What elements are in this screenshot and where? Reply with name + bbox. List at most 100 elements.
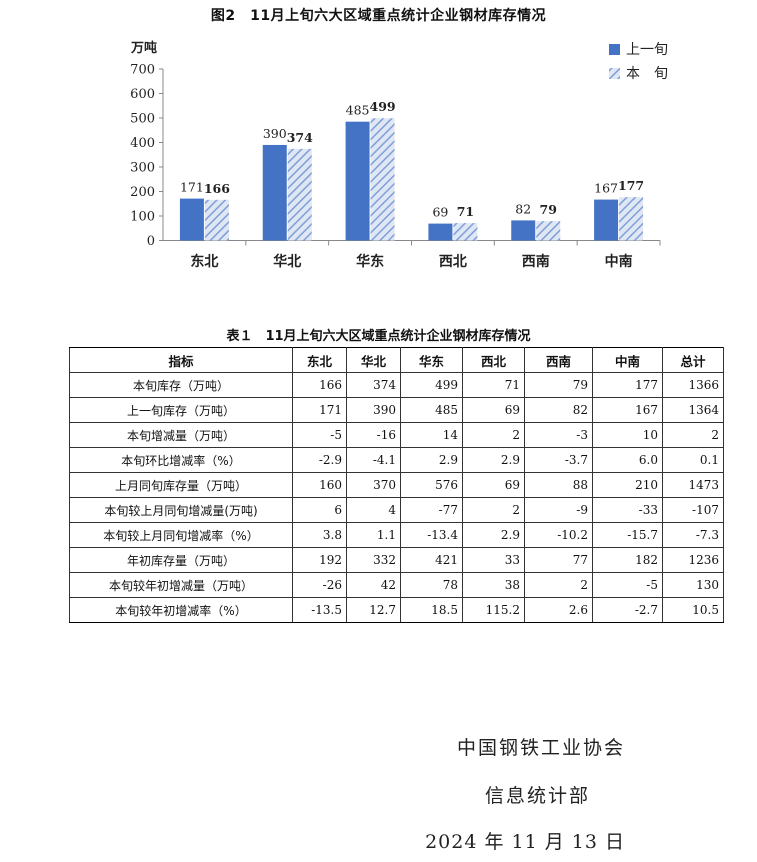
table-cell: 3.8 [292, 522, 347, 548]
legend-label: 上一旬 [626, 42, 668, 58]
table-cell: 390 [346, 397, 401, 423]
table-cell: -26 [292, 572, 347, 598]
table-cell: 69 [462, 397, 525, 423]
table-cell: -3 [524, 422, 593, 448]
bar-current [287, 148, 312, 241]
x-tick-label: 西北 [439, 254, 467, 270]
table-cell: 1473 [662, 472, 724, 498]
data-label: 167 [594, 181, 618, 196]
data-label: 82 [515, 201, 531, 216]
table-row: 本旬较年初增减量（万吨） -26 42 78 38 2 -5 130 [69, 572, 724, 598]
data-label: 71 [457, 204, 474, 219]
header-cell: 西南 [524, 347, 593, 373]
table-cell: -3.7 [524, 447, 593, 473]
table-cell: 182 [592, 547, 663, 573]
table-cell: 370 [346, 472, 401, 498]
chart-title: 图2 11月上旬六大区域重点统计企业钢材库存情况 [210, 8, 547, 24]
table-row: 本旬较上月同旬增减量(万吨) 6 4 -77 2 -9 -33 -107 [69, 497, 724, 523]
table-cell: 166 [292, 372, 347, 398]
table-cell: 1366 [662, 372, 724, 398]
row-label: 本旬库存（万吨） [69, 372, 293, 398]
x-tick-label: 华北 [273, 253, 301, 270]
table-cell: 499 [400, 372, 463, 398]
header-cell: 东北 [292, 347, 347, 373]
table-cell: -13.5 [292, 597, 347, 623]
table-cell: 2 [662, 422, 724, 448]
table-cell: -4.1 [346, 447, 401, 473]
table-cell: 4 [346, 497, 401, 523]
footer-org: 中国钢铁工业协会 [456, 737, 625, 759]
table-cell: -10.2 [524, 522, 593, 548]
table-cell: 1364 [662, 397, 724, 423]
table-cell: 192 [292, 547, 347, 573]
header-cell: 总计 [662, 347, 724, 373]
y-tick-label: 100 [130, 210, 155, 225]
legend-swatch [609, 68, 620, 79]
table-row: 本旬较年初增减率（%） -13.5 12.7 18.5 115.2 2.6 -2.7 10.5 [69, 597, 724, 623]
table-cell: -107 [662, 497, 724, 523]
table-cell: 2.6 [524, 597, 593, 623]
table-cell: -5 [292, 422, 347, 448]
table-cell: -9 [524, 497, 593, 523]
data-label: 79 [540, 202, 557, 217]
data-label: 390 [263, 126, 287, 141]
data-label: 177 [618, 178, 644, 193]
legend-label: 本 旬 [626, 66, 668, 82]
table-cell: 2.9 [462, 522, 525, 548]
row-label: 上一旬库存（万吨） [69, 397, 293, 423]
table-cell: 2 [462, 497, 525, 523]
x-tick-label: 中南 [605, 253, 633, 270]
data-label: 374 [287, 130, 313, 145]
table-row: 本旬增减量（万吨） -5 -16 14 2 -3 10 2 [69, 422, 724, 448]
table-cell: 171 [292, 397, 347, 423]
table-cell: 2.9 [462, 447, 525, 473]
table-cell: 33 [462, 547, 525, 573]
table-cell: 10.5 [662, 597, 724, 623]
bar-current [619, 197, 644, 241]
table-cell: 2.9 [400, 447, 463, 473]
table-cell: 2 [524, 572, 593, 598]
table-cell: 12.7 [346, 597, 401, 623]
table-cell: 374 [346, 372, 401, 398]
table-cell: 115.2 [462, 597, 525, 623]
table-row: 上月同旬库存量（万吨） 160 370 576 69 88 210 1473 [69, 472, 724, 498]
bar-current [204, 199, 229, 241]
table-cell: -2.7 [592, 597, 663, 623]
data-label: 171 [180, 180, 204, 195]
bar-previous [594, 199, 619, 241]
y-axis-label: 万吨 [130, 40, 157, 56]
y-tick-label: 700 [130, 63, 155, 78]
row-label: 本旬较上月同旬增减率（%） [69, 522, 293, 548]
row-label: 本旬增减量（万吨） [69, 422, 293, 448]
table-cell: 210 [592, 472, 663, 498]
header-cell: 西北 [462, 347, 525, 373]
table-cell: 130 [662, 572, 724, 598]
table-cell: 88 [524, 472, 593, 498]
x-tick-label: 东北 [190, 253, 218, 270]
table-cell: 421 [400, 547, 463, 573]
table-cell: 71 [462, 372, 525, 398]
table-header-row: 指标 东北 华北 华东 西北 西南 中南 总计 [69, 347, 724, 373]
table-cell: 78 [400, 572, 463, 598]
table-cell: -7.3 [662, 522, 724, 548]
data-label: 485 [346, 103, 370, 118]
y-tick-label: 500 [130, 112, 155, 127]
table-cell: 6 [292, 497, 347, 523]
row-label: 本旬较年初增减量（万吨） [69, 572, 293, 598]
table-cell: -33 [592, 497, 663, 523]
table-cell: -5 [592, 572, 663, 598]
row-label: 上月同旬库存量（万吨） [69, 472, 293, 498]
header-cell: 华北 [346, 347, 401, 373]
row-label: 本旬较上月同旬增减量(万吨) [69, 497, 293, 523]
table-cell: 332 [346, 547, 401, 573]
table-cell: 77 [524, 547, 593, 573]
table-cell: 18.5 [400, 597, 463, 623]
header-cell: 华东 [400, 347, 463, 373]
table-cell: -2.9 [292, 447, 347, 473]
bar-previous [179, 198, 204, 241]
header-cell: 指标 [69, 347, 293, 373]
table-cell: 6.0 [592, 447, 663, 473]
table-cell: 42 [346, 572, 401, 598]
data-label: 166 [204, 181, 230, 196]
